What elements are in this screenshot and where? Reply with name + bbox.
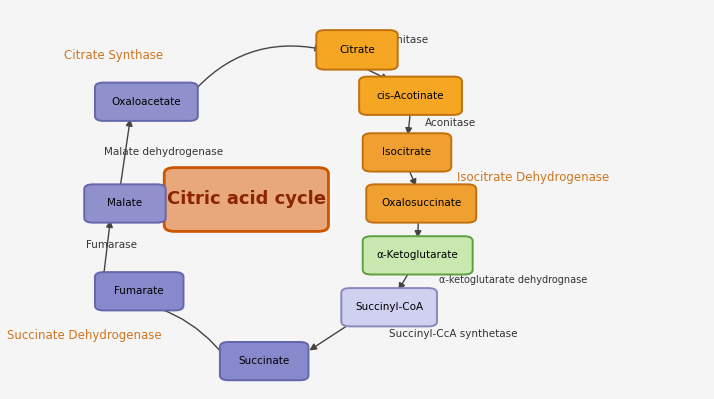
Text: Succinyl-CoA: Succinyl-CoA — [355, 302, 423, 312]
Text: Citrate Synthase: Citrate Synthase — [64, 49, 164, 61]
Text: Fumarase: Fumarase — [86, 239, 136, 250]
FancyBboxPatch shape — [95, 272, 183, 310]
FancyBboxPatch shape — [95, 83, 198, 121]
Text: Succinate Dehydrogenase: Succinate Dehydrogenase — [7, 329, 162, 342]
Text: Oxalosuccinate: Oxalosuccinate — [381, 198, 461, 209]
FancyBboxPatch shape — [366, 184, 476, 223]
Text: Succinate: Succinate — [238, 356, 290, 366]
Text: Succinyl-CcA synthetase: Succinyl-CcA synthetase — [389, 329, 518, 339]
Text: Malate dehydrogenase: Malate dehydrogenase — [104, 146, 223, 157]
Text: Aconitase: Aconitase — [378, 35, 430, 45]
Text: Citrate: Citrate — [339, 45, 375, 55]
FancyBboxPatch shape — [164, 168, 328, 231]
FancyBboxPatch shape — [220, 342, 308, 380]
Text: Oxaloacetate: Oxaloacetate — [111, 97, 181, 107]
Text: Citric acid cycle: Citric acid cycle — [167, 190, 326, 209]
Text: cis-Acotinate: cis-Acotinate — [377, 91, 444, 101]
FancyBboxPatch shape — [359, 77, 462, 115]
FancyBboxPatch shape — [341, 288, 437, 326]
FancyBboxPatch shape — [363, 133, 451, 172]
Text: α-Ketoglutarate: α-Ketoglutarate — [377, 250, 458, 261]
Text: α-ketoglutarate dehydrognase: α-ketoglutarate dehydrognase — [439, 275, 588, 286]
FancyBboxPatch shape — [316, 30, 398, 69]
FancyBboxPatch shape — [84, 184, 166, 223]
Text: Fumarate: Fumarate — [114, 286, 164, 296]
Text: Malate: Malate — [107, 198, 143, 209]
Text: Aconitase: Aconitase — [425, 118, 476, 128]
Text: Isocitrate Dehydrogenase: Isocitrate Dehydrogenase — [457, 171, 609, 184]
FancyBboxPatch shape — [363, 236, 473, 275]
Text: Isocitrate: Isocitrate — [383, 147, 431, 158]
